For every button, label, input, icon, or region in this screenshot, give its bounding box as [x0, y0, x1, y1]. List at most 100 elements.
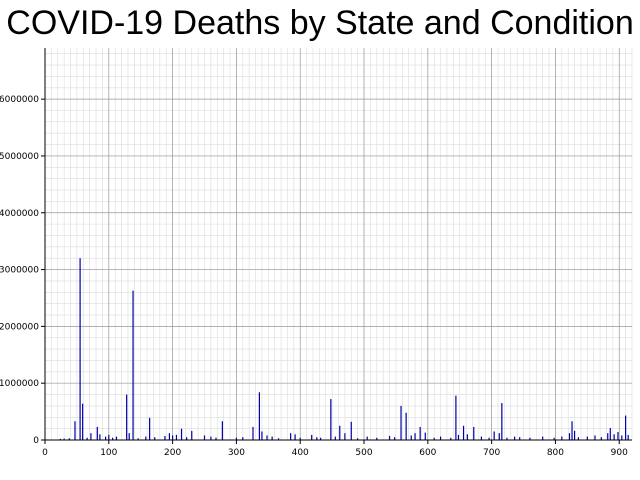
bar — [149, 417, 151, 440]
bar — [290, 433, 292, 440]
bar — [571, 421, 573, 440]
bar — [180, 428, 183, 440]
bar — [334, 436, 336, 440]
y-tick-label: 4000000 — [0, 209, 39, 219]
y-tick-label: 1000000 — [0, 379, 39, 389]
bar — [439, 436, 442, 440]
bar — [203, 435, 206, 440]
bar — [82, 403, 84, 440]
y-tick-label: 0 — [33, 436, 39, 446]
bar — [235, 437, 238, 440]
bar — [586, 436, 588, 440]
bar — [74, 421, 76, 440]
bar — [79, 258, 81, 440]
bar — [405, 412, 407, 440]
bar — [258, 392, 260, 440]
bar — [132, 290, 134, 440]
bar — [621, 435, 623, 440]
bar — [488, 437, 490, 440]
chart-title: COVID-19 Deaths by State and Condition — [6, 4, 634, 42]
bar — [168, 433, 171, 440]
y-tick-label: 5000000 — [0, 152, 39, 162]
y-tick-label: 6000000 — [0, 95, 39, 105]
x-tick-label: 300 — [228, 448, 245, 458]
bar — [498, 433, 500, 440]
bar — [625, 415, 627, 440]
bar — [419, 426, 421, 440]
bar — [277, 438, 280, 440]
bar — [63, 438, 65, 440]
bar — [339, 425, 341, 440]
bar — [242, 437, 244, 440]
bar — [175, 434, 178, 440]
bar — [186, 437, 188, 440]
bar — [96, 426, 98, 440]
bar — [433, 437, 435, 440]
bar — [311, 434, 313, 440]
bar — [462, 425, 465, 440]
bar — [105, 436, 107, 440]
bar — [455, 395, 457, 440]
x-tick-label: 900 — [611, 448, 628, 458]
bar — [154, 437, 156, 440]
bar — [266, 435, 268, 440]
bar — [215, 437, 217, 440]
bar — [561, 436, 563, 440]
y-tick-label: 3000000 — [0, 266, 39, 276]
bar — [261, 431, 263, 440]
bar — [529, 437, 531, 440]
bar — [252, 426, 254, 440]
bar — [221, 421, 223, 440]
bar — [506, 437, 508, 440]
bar — [493, 431, 495, 440]
bar — [414, 433, 416, 440]
bar — [607, 433, 609, 440]
bar — [594, 435, 596, 440]
bar — [90, 433, 92, 440]
bar — [59, 438, 61, 440]
bar — [108, 434, 110, 440]
bar — [145, 436, 147, 440]
x-tick-label: 500 — [355, 448, 372, 458]
bar — [330, 399, 332, 440]
x-tick-label: 400 — [292, 448, 309, 458]
x-tick-label: 100 — [100, 448, 117, 458]
bar — [573, 430, 576, 440]
bar — [299, 437, 301, 440]
bar — [542, 436, 544, 440]
bar — [600, 437, 602, 440]
bar — [617, 432, 619, 440]
bar — [128, 433, 130, 440]
x-tick-label: 600 — [419, 448, 436, 458]
bar — [376, 437, 378, 440]
bar — [357, 438, 359, 440]
bar — [410, 435, 412, 440]
bar — [115, 436, 118, 440]
bar — [450, 437, 452, 440]
bar — [366, 436, 368, 440]
bar — [112, 437, 114, 440]
bar — [627, 434, 629, 440]
bar — [388, 436, 391, 440]
bar — [394, 437, 396, 440]
bar — [501, 403, 503, 440]
bar — [424, 432, 426, 440]
bar — [473, 426, 475, 440]
bar — [316, 437, 318, 440]
bar — [271, 436, 273, 440]
bar — [137, 438, 139, 440]
bar — [320, 437, 322, 440]
bar — [210, 436, 212, 440]
x-tick-label: 0 — [42, 448, 48, 458]
bar — [294, 434, 296, 440]
bar — [553, 437, 555, 440]
bar — [568, 433, 571, 440]
bar — [577, 437, 580, 440]
bar — [514, 436, 516, 440]
x-tick-label: 800 — [547, 448, 564, 458]
bar — [172, 435, 174, 440]
bar — [164, 436, 166, 440]
bar — [466, 434, 468, 440]
bar — [99, 434, 101, 440]
